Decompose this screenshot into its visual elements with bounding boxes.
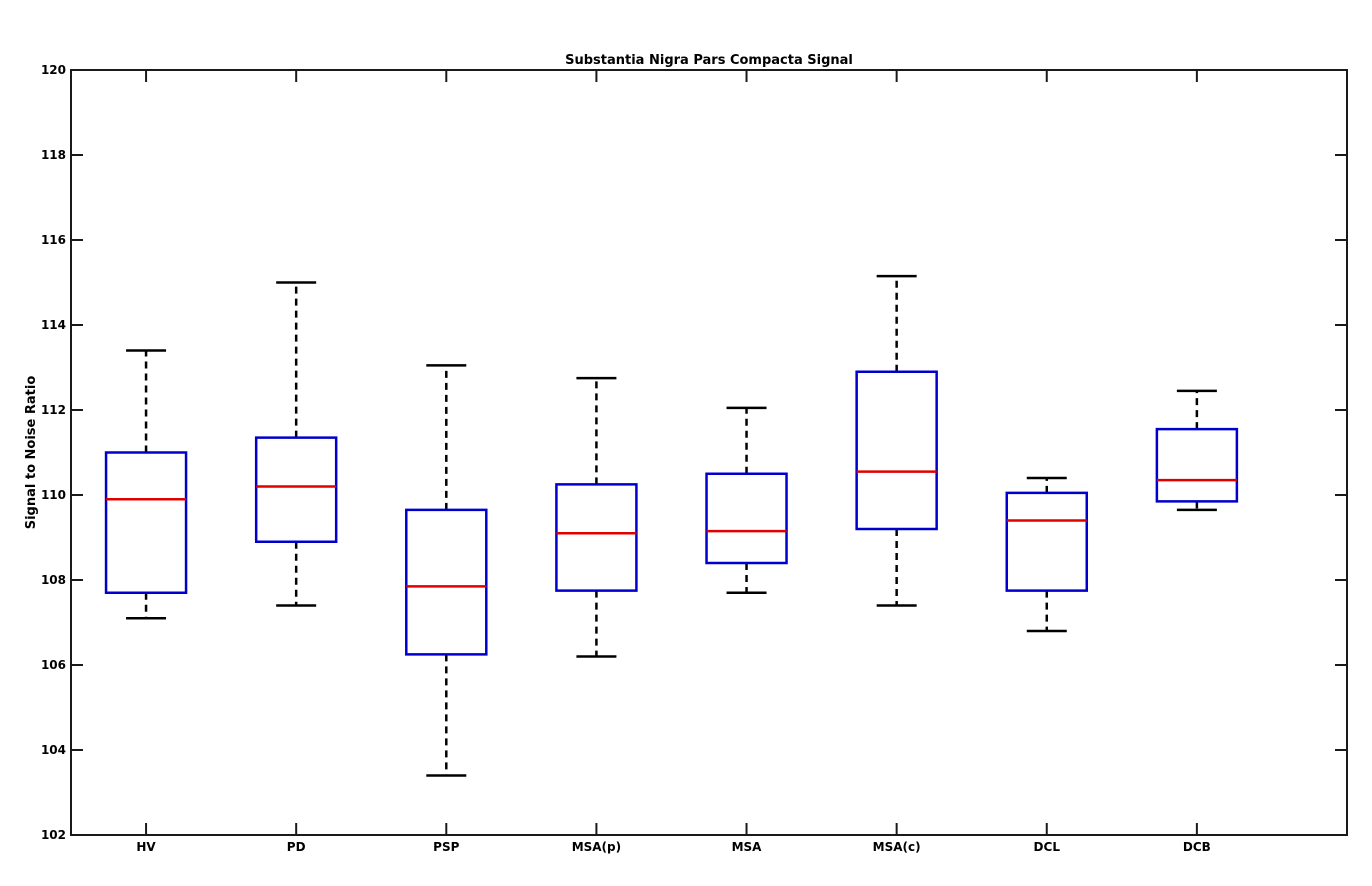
- x-tick-label: MSA(c): [873, 840, 921, 854]
- x-tick-label: DCL: [1034, 840, 1061, 854]
- iqr-box: [1155, 427, 1239, 503]
- iqr-box: [1005, 491, 1089, 592]
- y-tick-label: 112: [41, 403, 66, 417]
- iqr-box: [855, 370, 938, 531]
- plot-area-frame: [70, 69, 1348, 836]
- box-hv: [104, 349, 188, 620]
- x-tick-label: PSP: [433, 840, 459, 854]
- iqr-box: [555, 483, 638, 592]
- box-pd: [254, 281, 338, 607]
- box-msa-p: [555, 376, 638, 658]
- y-axis-label: Signal to Noise Ratio: [24, 376, 39, 530]
- box-dcb: [1155, 389, 1239, 512]
- x-axis-ticks: HV PD PSP MSA(p) MSA MSA(c) DCL DCB: [136, 70, 1211, 854]
- y-tick-label: 110: [41, 488, 66, 502]
- iqr-box: [254, 436, 338, 543]
- iqr-box: [104, 451, 188, 594]
- x-tick-label: MSA(p): [572, 840, 621, 854]
- y-tick-label: 114: [41, 318, 66, 332]
- x-tick-label: DCB: [1183, 840, 1211, 854]
- x-tick-label: PD: [287, 840, 306, 854]
- box-dcl: [1005, 476, 1089, 633]
- y-tick-label: 116: [41, 233, 66, 247]
- y-tick-label: 120: [41, 63, 66, 77]
- y-tick-label: 106: [41, 658, 66, 672]
- box-msa: [705, 406, 788, 594]
- iqr-box: [405, 508, 488, 656]
- y-tick-label: 104: [41, 743, 66, 757]
- y-axis-ticks: 102 104 106 108 110 112 114 116 118 120: [41, 63, 1347, 842]
- box-psp: [405, 364, 488, 777]
- y-tick-label: 108: [41, 573, 66, 587]
- x-tick-label: HV: [136, 840, 156, 854]
- box-series: [104, 274, 1239, 777]
- x-tick-label: MSA: [732, 840, 763, 854]
- box-msa-c: [855, 274, 938, 607]
- y-tick-label: 118: [41, 148, 66, 162]
- iqr-box: [705, 472, 788, 565]
- y-tick-label: 102: [41, 828, 66, 842]
- chart-title: Substantia Nigra Pars Compacta Signal: [565, 53, 853, 68]
